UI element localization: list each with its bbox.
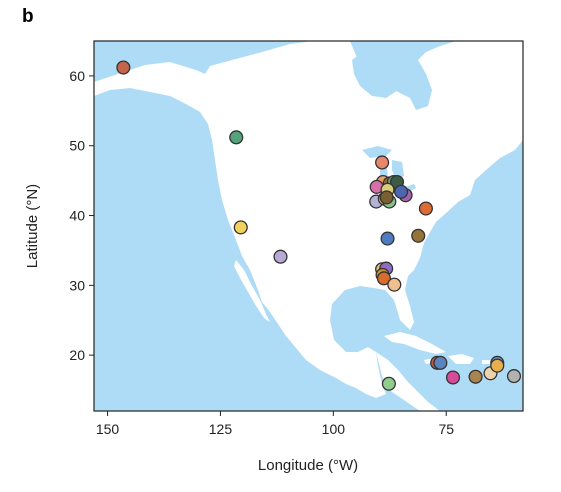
site-marker-32 [490, 358, 505, 373]
x-axis-title: Longitude (°W) [258, 457, 358, 474]
hudson-bay [352, 50, 404, 98]
central-america [376, 352, 440, 411]
site-marker-29 [468, 369, 483, 384]
baja-peninsula [234, 260, 270, 322]
north-america-landmass [94, 41, 523, 398]
site-marker-1 [116, 60, 131, 75]
panel-label: b [22, 6, 34, 27]
y-tick-label: 50 [69, 138, 85, 154]
y-tick-label: 20 [69, 347, 85, 363]
y-tick-label: 30 [69, 277, 85, 293]
x-tick-label: 150 [96, 421, 120, 437]
site-marker-28 [445, 370, 461, 385]
lake-superior [362, 146, 392, 158]
plot-frame [93, 40, 524, 412]
x-tick-label: 100 [322, 421, 346, 437]
y-tick-label: 40 [69, 208, 85, 224]
y-tick-label: 60 [69, 68, 85, 84]
site-marker-13 [394, 184, 409, 199]
map-layer [94, 41, 523, 411]
site-marker-34 [381, 376, 396, 391]
site-marker-4 [273, 249, 288, 264]
site-marker-20 [411, 228, 426, 243]
x-tick-label: 75 [438, 421, 454, 437]
lake-huron [392, 160, 404, 180]
y-axis-ticks: 20 30 40 50 60 [69, 68, 94, 363]
site-marker-19 [380, 231, 395, 246]
y-axis-title: Latitude (°N) [24, 184, 41, 268]
site-marker-25 [387, 277, 402, 292]
site-marker-24 [376, 271, 391, 286]
cuba-island [384, 332, 446, 354]
hispaniola-island [448, 354, 474, 364]
site-marker-17 [379, 190, 394, 205]
site-marker-3 [233, 220, 248, 235]
site-marker-5 [375, 155, 390, 170]
site-marker-2 [229, 130, 244, 145]
site-marker-33 [506, 369, 522, 384]
site-marker-27 [433, 355, 448, 370]
sample-sites [116, 60, 522, 391]
x-tick-label: 125 [209, 421, 233, 437]
x-axis-ticks: 150 125 100 75 [96, 411, 454, 437]
site-marker-18 [418, 201, 433, 216]
